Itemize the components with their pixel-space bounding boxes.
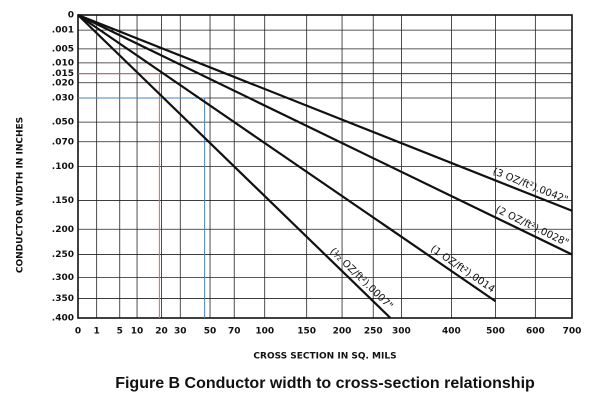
line-label: (3 OZ/ft²).0042": [491, 166, 569, 206]
series-line: [77, 14, 392, 319]
x-tick-label: 700: [563, 327, 582, 337]
caption: Figure B Conductor width to cross-sectio…: [115, 375, 535, 392]
x-tick-label: 500: [486, 327, 505, 337]
x-tick-label: 250: [364, 327, 383, 337]
x-tick-label: 50: [204, 327, 217, 337]
x-tick-label: 200: [333, 327, 352, 337]
series-line: [77, 13, 573, 212]
y-tick-label: .250: [52, 250, 74, 260]
x-tick-label: 0: [75, 327, 81, 337]
x-tick-label: 150: [297, 327, 316, 337]
x-tick-label: 70: [228, 327, 241, 337]
x-tick-label: 30: [174, 327, 187, 337]
y-tick-label: .200: [52, 225, 74, 235]
y-tick-label: 0: [68, 11, 74, 21]
guide-line: [78, 73, 160, 318]
y-tick-label: .010: [52, 58, 74, 68]
y-tick-label: .150: [52, 196, 74, 206]
y-tick-label: .350: [52, 294, 74, 304]
line-label: (½ OZ/ft²).0007": [327, 245, 395, 312]
y-tick-label: .001: [52, 26, 74, 36]
x-axis-title: CROSS SECTION IN SQ. MILS: [253, 352, 396, 362]
y-tick-label: .050: [52, 118, 74, 128]
line-label: (2 OZ/ft²).0028": [494, 204, 571, 249]
y-tick-label: .400: [52, 314, 74, 324]
y-axis-title: CONDUCTOR WIDTH IN INCHES: [16, 117, 26, 273]
x-tick-label: 1: [94, 327, 100, 337]
y-tick-label: .020: [52, 78, 74, 88]
x-tick-label: 300: [392, 327, 411, 337]
y-tick-label: .015: [52, 69, 74, 79]
series-line: [77, 14, 573, 256]
y-tick-label: .070: [52, 137, 74, 147]
plot-frame: [77, 14, 573, 319]
series-line: [77, 14, 497, 303]
x-tick-label: 10: [131, 327, 144, 337]
y-tick-label: .030: [52, 93, 74, 103]
x-tick-label: 5: [117, 327, 123, 337]
y-tick-label: .005: [52, 44, 74, 54]
guide-line: [78, 97, 206, 318]
y-tick-label: .300: [52, 273, 74, 283]
x-tick-label: 20: [155, 327, 168, 337]
x-tick-label: 100: [255, 327, 274, 337]
x-tick-label: 600: [526, 327, 545, 337]
y-tick-label: .100: [52, 162, 74, 172]
line-label: (1 OZ/ft²).0014: [428, 244, 496, 296]
x-tick-label: 400: [442, 327, 461, 337]
